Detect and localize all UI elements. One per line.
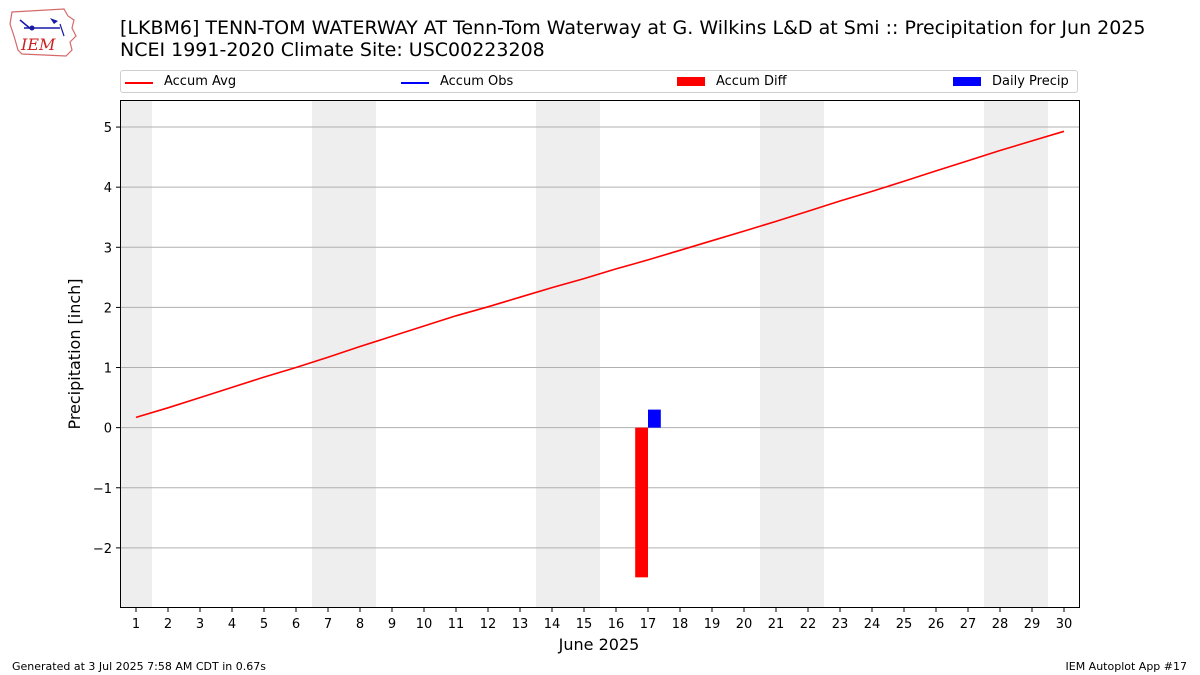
chart-subtitle: NCEI 1991-2020 Climate Site: USC00223208 — [120, 39, 545, 61]
x-tick-label: 7 — [324, 617, 332, 632]
y-tick-label: 4 — [104, 181, 112, 196]
line-accum-avg — [135, 130, 1065, 419]
x-tick-label: 18 — [672, 617, 689, 632]
bar-accum-diff — [635, 427, 648, 578]
x-tick-label: 6 — [292, 617, 300, 632]
weekend-shading — [120, 100, 1048, 608]
x-tick-label: 27 — [960, 617, 977, 632]
x-tick-label: 11 — [448, 617, 465, 632]
x-tick-label: 15 — [576, 617, 593, 632]
x-tick-label: 8 — [356, 617, 364, 632]
generated-timestamp: Generated at 3 Jul 2025 7:58 AM CDT in 0… — [12, 660, 266, 673]
app-credit: IEM Autoplot App #17 — [1065, 660, 1188, 673]
y-tick-label: 5 — [104, 121, 112, 136]
weekend-shade — [120, 100, 152, 608]
x-tick-label: 25 — [896, 617, 913, 632]
x-tick-label: 26 — [928, 617, 945, 632]
weekend-shade — [792, 100, 824, 608]
legend-swatch — [401, 82, 429, 84]
x-tick-label: 9 — [388, 617, 396, 632]
x-tick-label: 1 — [132, 617, 140, 632]
chart-legend: Accum Avg Accum Obs Accum Diff Daily Precip — [120, 70, 1078, 93]
x-tick-label: 4 — [228, 617, 236, 632]
plot-frame — [120, 100, 1080, 608]
y-axis-label: Precipitation [inch] — [65, 278, 84, 429]
weekend-shade — [312, 100, 344, 608]
weekend-shade — [536, 100, 568, 608]
logo-text: IEM — [20, 35, 56, 54]
x-tick-label: 30 — [1056, 617, 1073, 632]
chart-title: [LKBM6] TENN-TOM WATERWAY AT Tenn-Tom Wa… — [120, 17, 1146, 39]
legend-label: Accum Obs — [440, 74, 514, 89]
legend-swatch — [677, 77, 705, 86]
x-tick-label: 2 — [164, 617, 172, 632]
bar-daily-precip — [648, 409, 661, 428]
weekend-shade — [568, 100, 600, 608]
line-series — [135, 130, 1065, 419]
x-tick-label: 17 — [640, 617, 657, 632]
weekend-shade — [1016, 100, 1048, 608]
y-tick-label: 0 — [104, 422, 112, 437]
iem-logo: IEM — [8, 6, 80, 58]
x-tick-label: 12 — [480, 617, 497, 632]
y-tick-label: 1 — [104, 362, 112, 377]
x-tick-label: 3 — [196, 617, 204, 632]
x-tick-label: 29 — [1024, 617, 1041, 632]
x-tick-label: 28 — [992, 617, 1009, 632]
x-axis-label: June 2025 — [558, 635, 640, 654]
legend-swatch — [125, 82, 153, 84]
x-tick-label: 13 — [512, 617, 529, 632]
axes: 1 2 3 4 5 6 7 8 9 10 11 12 13 14 15 16 17 18 19 20 21 22 23 24 2… — [93, 121, 1072, 632]
legend-label: Accum Avg — [164, 74, 237, 89]
legend-swatch — [953, 77, 981, 86]
weekend-shade — [344, 100, 376, 608]
x-tick-label: 21 — [768, 617, 785, 632]
legend-label: Daily Precip — [992, 74, 1069, 89]
legend-label: Accum Diff — [716, 74, 787, 89]
x-tick-label: 16 — [608, 617, 625, 632]
legend-item: Daily Precip — [953, 74, 1073, 90]
y-tick-label: 3 — [104, 241, 112, 256]
x-tick-label: 5 — [260, 617, 268, 632]
weekend-shade — [760, 100, 792, 608]
y-tick-label: −1 — [93, 482, 112, 497]
legend-item: Accum Obs — [401, 74, 521, 90]
x-tick-label: 23 — [832, 617, 849, 632]
x-tick-label: 19 — [704, 617, 721, 632]
y-tick-label: −2 — [93, 542, 112, 557]
x-tick-label: 14 — [544, 617, 561, 632]
bar-series — [635, 409, 661, 578]
grid-lines — [120, 126, 1080, 549]
x-tick-label: 10 — [416, 617, 433, 632]
y-tick-label: 2 — [104, 301, 112, 316]
weekend-shade — [984, 100, 1016, 608]
legend-item: Accum Avg — [125, 74, 245, 90]
x-tick-label: 20 — [736, 617, 753, 632]
x-tick-label: 24 — [864, 617, 881, 632]
x-tick-label: 22 — [800, 617, 817, 632]
legend-item: Accum Diff — [677, 74, 797, 90]
